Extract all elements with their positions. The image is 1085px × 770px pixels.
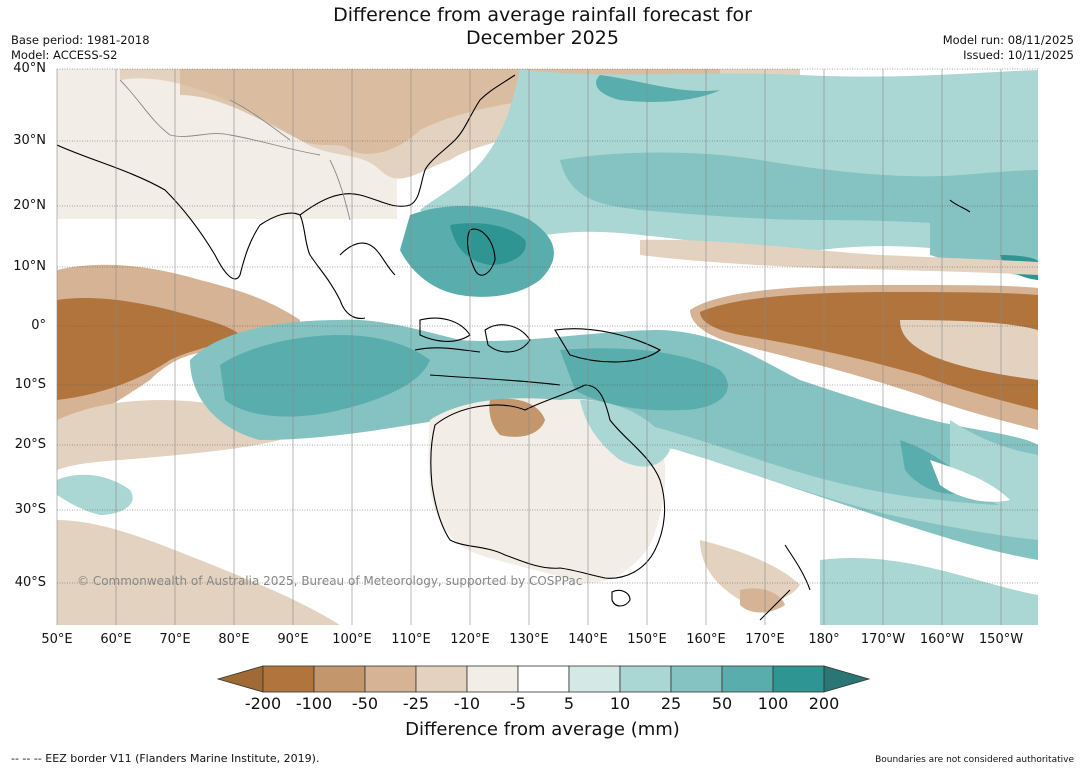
colorbar-tick: -10: [453, 694, 481, 713]
map-field: [57, 69, 1038, 625]
colorbar-tick: 200: [808, 694, 840, 713]
colorbar-tick: 10: [609, 694, 631, 713]
meta-left: Base period: 1981-2018 Model: ACCESS-S2: [11, 33, 150, 63]
colorbar: [216, 665, 871, 693]
eez-footnote: -- -- -- EEZ border V11 (Flanders Marine…: [11, 752, 320, 765]
colorbar-tick: -200: [244, 694, 282, 713]
lon-label: 100°E: [332, 632, 372, 647]
lat-label: 10°S: [14, 377, 46, 392]
lat-label: 40°S: [14, 575, 46, 590]
lat-label: 30°S: [14, 502, 46, 517]
map-title: Difference from average rainfall forecas…: [0, 4, 1085, 50]
lon-label: 80°E: [218, 632, 250, 647]
colorbar-tick: 100: [757, 694, 789, 713]
colorbar-tick: 50: [711, 694, 733, 713]
lon-label: 140°E: [568, 632, 608, 647]
title-line-2: December 2025: [466, 27, 619, 49]
lat-label: 0°: [31, 318, 46, 333]
lon-label: 120°E: [450, 632, 490, 647]
model-name: Model: ACCESS-S2: [11, 48, 118, 62]
copyright-note: © Commonwealth of Australia 2025, Bureau…: [77, 574, 583, 588]
meta-right: Model run: 08/11/2025 Issued: 10/11/2025: [943, 33, 1074, 63]
lat-label: 30°N: [13, 133, 46, 148]
lat-label: 20°N: [13, 198, 46, 213]
lon-label: 70°E: [159, 632, 191, 647]
colorbar-tick: 25: [660, 694, 682, 713]
lon-label: 50°E: [41, 632, 73, 647]
lon-label: 170°E: [745, 632, 785, 647]
boundaries-disclaimer: Boundaries are not considered authoritat…: [875, 755, 1074, 765]
lat-label: 10°N: [13, 259, 46, 274]
lon-label: 160°W: [919, 632, 965, 647]
colorbar-tick: -100: [295, 694, 333, 713]
lon-label: 170°W: [860, 632, 906, 647]
colorbar-tick: -50: [351, 694, 379, 713]
lon-label: 150°E: [627, 632, 667, 647]
colorbar-tick: -25: [402, 694, 430, 713]
lon-label: 60°E: [100, 632, 132, 647]
lon-label: 90°E: [277, 632, 309, 647]
lon-label: 160°E: [686, 632, 726, 647]
colorbar-tick: 5: [563, 694, 575, 713]
gridlines: [57, 68, 1038, 584]
colorbar-tick: -5: [510, 694, 526, 713]
lat-label: 40°N: [13, 61, 46, 76]
title-line-1: Difference from average rainfall forecas…: [333, 4, 752, 26]
base-period: Base period: 1981-2018: [11, 33, 150, 47]
model-run: Model run: 08/11/2025: [942, 33, 1074, 47]
issued-date: Issued: 10/11/2025: [963, 48, 1074, 62]
lon-label: 180°: [808, 632, 840, 647]
meridians: [56, 69, 1002, 625]
lon-label: 150°W: [978, 632, 1024, 647]
colorbar-title: Difference from average (mm): [405, 719, 680, 740]
lat-label: 20°S: [14, 437, 46, 452]
lon-label: 130°E: [509, 632, 549, 647]
lon-label: 110°E: [391, 632, 431, 647]
